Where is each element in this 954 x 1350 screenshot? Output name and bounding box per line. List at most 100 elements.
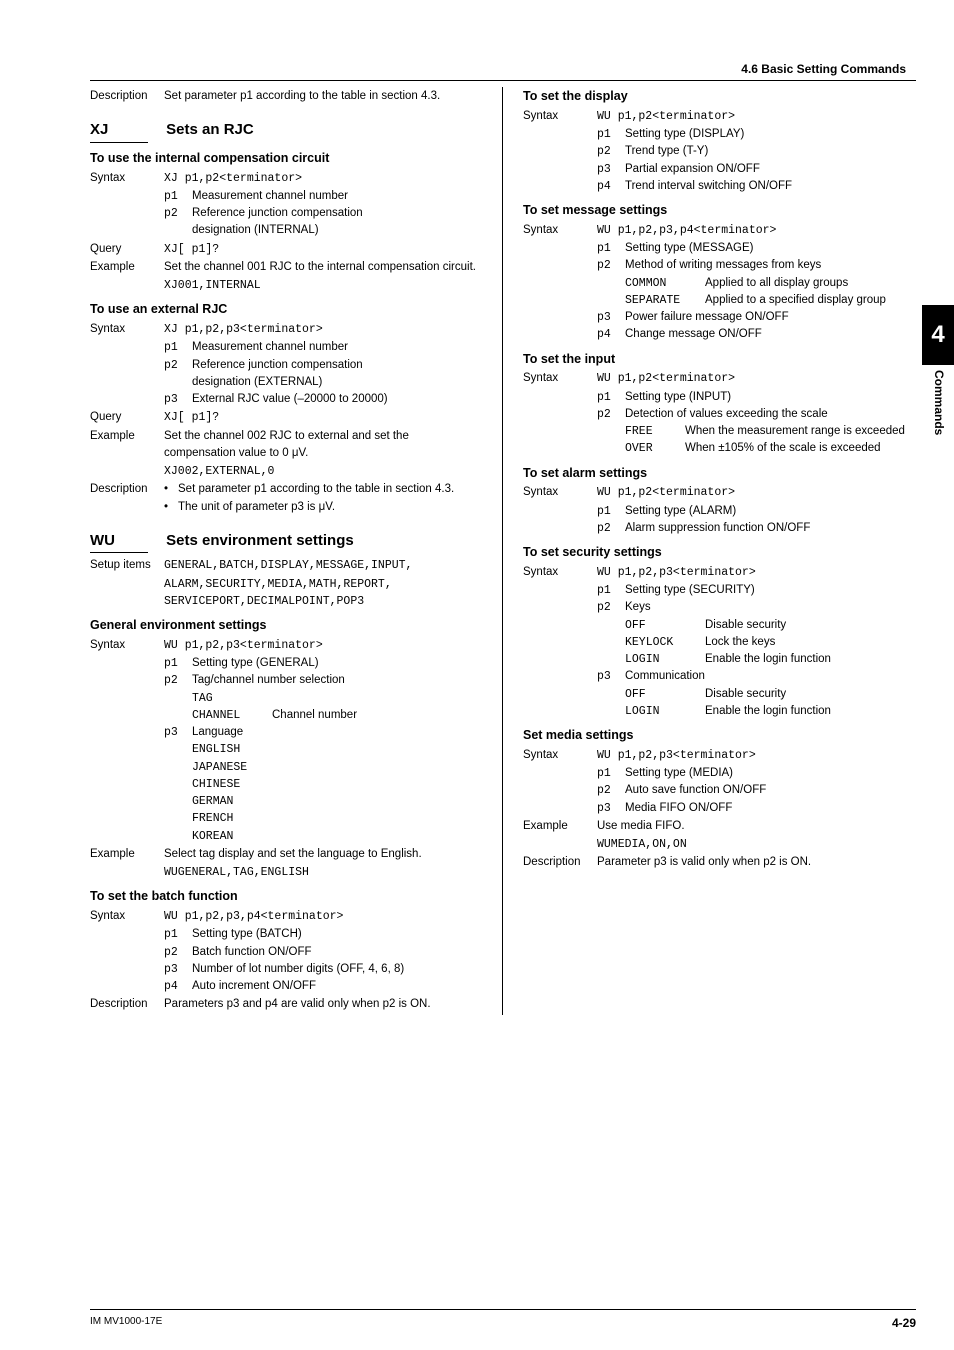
query-row: Query XJ[ p1]? (90, 241, 482, 258)
footer: IM MV1000-17E 4-29 (90, 1309, 916, 1332)
kv-key: OFF (625, 617, 705, 634)
param-text: Measurement channel number (192, 339, 482, 356)
media-head: Set media settings (523, 726, 916, 745)
kv-key: LOGIN (625, 703, 705, 720)
syntax-value: WU p1,p2,p3<terminator> (597, 747, 916, 764)
param-text: designation (EXTERNAL) (192, 374, 482, 391)
param-text: Setting type (GENERAL) (192, 655, 482, 672)
syntax-value: XJ p1,p2,p3<terminator> (164, 321, 482, 338)
desc-label: Description (90, 996, 164, 1013)
input-head: To set the input (523, 350, 916, 369)
kv-row: COMMONApplied to all display groups (625, 275, 916, 292)
param-text: Partial expansion ON/OFF (625, 161, 916, 178)
param-text: Detection of values exceeding the scale (625, 406, 916, 423)
syntax-label: Syntax (90, 637, 164, 654)
param-row: p2Keys (597, 599, 916, 616)
param-text: Change message ON/OFF (625, 326, 916, 343)
param-num: p3 (597, 800, 625, 817)
param-num: p2 (597, 782, 625, 799)
param-row: p1 Setting type (BATCH) (164, 926, 482, 943)
kv-val: Lock the keys (705, 634, 916, 651)
syntax-row: Syntax WU p1,p2<terminator> (523, 108, 916, 125)
param-num: p1 (164, 926, 192, 943)
side-tab-number: 4 (922, 305, 954, 365)
right-column: To set the display Syntax WU p1,p2<termi… (503, 87, 916, 1015)
param-num: p1 (597, 765, 625, 782)
kv-key: LOGIN (625, 651, 705, 668)
param-num: p2 (597, 406, 625, 423)
example-code: WUGENERAL,TAG,ENGLISH (164, 864, 482, 881)
param-row: p2 Reference junction compensation (164, 205, 482, 222)
param-num: p2 (597, 520, 625, 537)
xj-name: Sets an RJC (166, 121, 254, 138)
wu-code: WU (90, 530, 148, 554)
kv-val: Disable security (705, 686, 916, 703)
param-row: p1 Setting type (GENERAL) (164, 655, 482, 672)
syntax-label: Syntax (523, 747, 597, 764)
example-label: Example (90, 259, 164, 276)
kv-val: Applied to all display groups (705, 275, 916, 292)
param-row: p3 Number of lot number digits (OFF, 4, … (164, 961, 482, 978)
query-label: Query (90, 241, 164, 258)
syntax-value: XJ p1,p2<terminator> (164, 170, 482, 187)
description-row: Description • Set parameter p1 according… (90, 481, 482, 516)
kv-val: Enable the login function (705, 703, 916, 720)
param-text: Power failure message ON/OFF (625, 309, 916, 326)
kv-val: Disable security (705, 617, 916, 634)
desc-label: Description (90, 88, 164, 105)
syntax-value: WU p1,p2<terminator> (597, 108, 916, 125)
query-row: Query XJ[ p1]? (90, 409, 482, 426)
param-row: p1Setting type (MEDIA) (597, 765, 916, 782)
param-row: p1Setting type (DISPLAY) (597, 126, 916, 143)
param-num: p2 (164, 944, 192, 961)
kv-row: FREEWhen the measurement range is exceed… (625, 423, 916, 440)
left-column: Description Set parameter p1 according t… (90, 87, 503, 1015)
batch-head: To set the batch function (90, 887, 482, 906)
param-row: p1 Measurement channel number (164, 339, 482, 356)
param-row: p1 Measurement channel number (164, 188, 482, 205)
param-num: p3 (597, 161, 625, 178)
param-row: p4Change message ON/OFF (597, 326, 916, 343)
kv-row: LOGINEnable the login function (625, 703, 916, 720)
syntax-value: WU p1,p2<terminator> (597, 484, 916, 501)
desc-text: Parameters p3 and p4 are valid only when… (164, 996, 482, 1013)
kv-row: CHANNEL Channel number (192, 707, 482, 724)
lang-option: FRENCH (192, 810, 482, 827)
kv-key: CHANNEL (192, 707, 272, 724)
param-row: p2Detection of values exceeding the scal… (597, 406, 916, 423)
footer-right: 4-29 (892, 1314, 916, 1332)
syntax-label: Syntax (90, 908, 164, 925)
syntax-row: Syntax WU p1,p2,p3,p4<terminator> (523, 222, 916, 239)
syntax-value: WU p1,p2,p3,p4<terminator> (164, 908, 482, 925)
param-row: p3Media FIFO ON/OFF (597, 800, 916, 817)
desc-text: Set parameter p1 according to the table … (164, 88, 482, 105)
xj-title: XJ Sets an RJC (90, 119, 482, 143)
example-text: Set the channel 002 RJC to external and … (164, 428, 482, 463)
kv-key: COMMON (625, 275, 705, 292)
syntax-label: Syntax (523, 484, 597, 501)
param-text: Setting type (MEDIA) (625, 765, 916, 782)
param-text: Trend type (T-Y) (625, 143, 916, 160)
param-text: Alarm suppression function ON/OFF (625, 520, 916, 537)
syntax-value: WU p1,p2<terminator> (597, 370, 916, 387)
example-label: Example (523, 818, 597, 835)
example-label: Example (90, 428, 164, 463)
param-text: Setting type (INPUT) (625, 389, 916, 406)
footer-left: IM MV1000-17E (90, 1314, 162, 1332)
param-num: p1 (164, 655, 192, 672)
param-num: p1 (164, 339, 192, 356)
param-row: p1Setting type (SECURITY) (597, 582, 916, 599)
syntax-value: WU p1,p2,p3,p4<terminator> (597, 222, 916, 239)
param-text: designation (INTERNAL) (192, 222, 482, 239)
xj-code: XJ (90, 119, 148, 143)
syntax-row: Syntax WU p1,p2,p3<terminator> (523, 747, 916, 764)
param-text: Reference junction compensation (192, 357, 482, 374)
kv-key: SEPARATE (625, 292, 705, 309)
param-num: p4 (597, 178, 625, 195)
query-value: XJ[ p1]? (164, 409, 482, 426)
setup-label: Setup items (90, 557, 164, 574)
columns: Description Set parameter p1 according t… (90, 87, 916, 1015)
param-text: Trend interval switching ON/OFF (625, 178, 916, 195)
bullet-row: • Set parameter p1 according to the tabl… (164, 481, 482, 498)
param-text: Auto save function ON/OFF (625, 782, 916, 799)
